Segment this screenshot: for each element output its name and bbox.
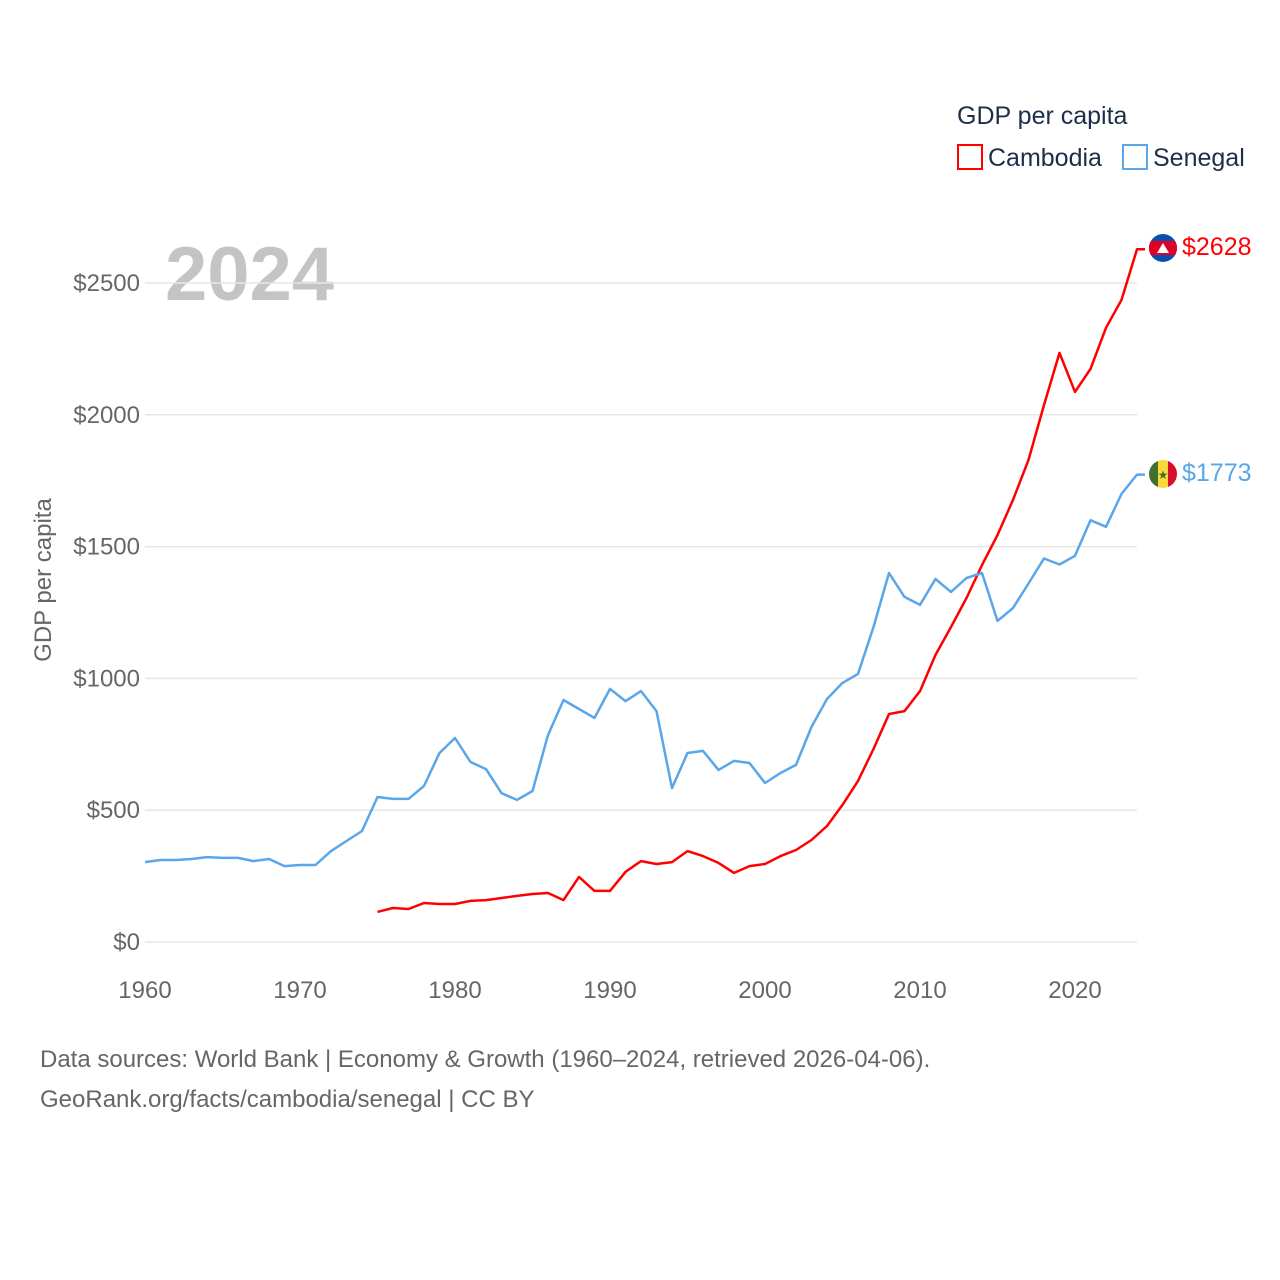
y-tick-label: $2000: [73, 402, 140, 429]
x-tick-label: 1970: [273, 977, 326, 1004]
legend-label-senegal: Senegal: [1153, 144, 1245, 172]
legend-swatch-senegal: [1122, 144, 1148, 170]
x-tick-label: 2000: [738, 977, 791, 1004]
legend-item-senegal[interactable]: Senegal: [1122, 144, 1245, 172]
footer-sources: Data sources: World Bank | Economy & Gro…: [40, 1046, 931, 1073]
cambodia-flag-icon: [1149, 234, 1177, 262]
y-axis-label: GDP per capita: [30, 498, 57, 662]
legend-swatch-cambodia: [957, 144, 983, 170]
y-tick-label: $1500: [73, 534, 140, 561]
legend-label-cambodia: Cambodia: [988, 144, 1102, 172]
senegal-flag-icon: ★: [1149, 460, 1177, 488]
legend-item-cambodia[interactable]: Cambodia: [957, 144, 1102, 172]
y-tick-label: $1000: [73, 665, 140, 692]
y-tick-label: $2500: [73, 270, 140, 297]
x-tick-label: 2010: [893, 977, 946, 1004]
y-tick-label: $500: [87, 797, 140, 824]
senegal-end-value: $1773: [1182, 459, 1252, 487]
x-tick-label: 1980: [428, 977, 481, 1004]
x-tick-label: 1960: [118, 977, 171, 1004]
legend-title: GDP per capita: [957, 102, 1128, 130]
series-line-senegal: [144, 473, 1145, 868]
y-tick-label: $0: [113, 929, 140, 956]
series-line-cambodia: [377, 248, 1145, 914]
cambodia-end-value: $2628: [1182, 233, 1252, 261]
x-tick-label: 1990: [583, 977, 636, 1004]
footer-attribution[interactable]: GeoRank.org/facts/cambodia/senegal | CC …: [40, 1086, 535, 1113]
year-watermark: 2024: [165, 232, 334, 317]
svg-text:★: ★: [1158, 468, 1169, 482]
x-tick-label: 2020: [1048, 977, 1101, 1004]
